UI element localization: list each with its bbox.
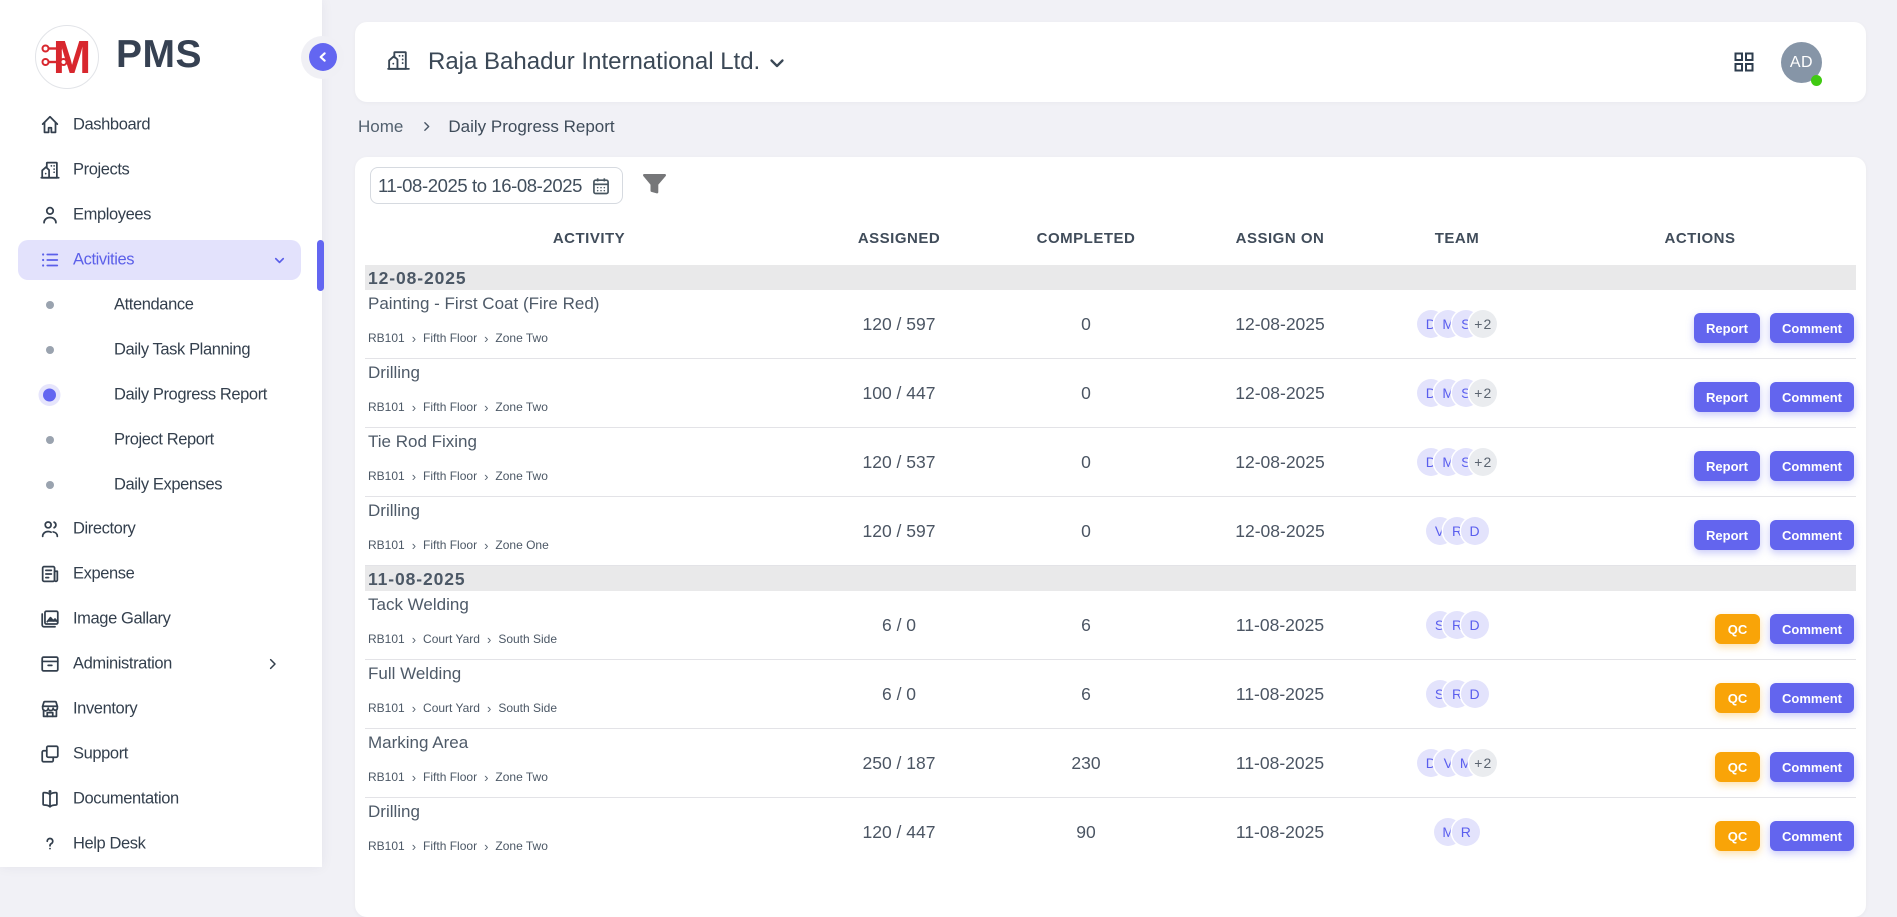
svg-text:M: M [53, 31, 91, 83]
